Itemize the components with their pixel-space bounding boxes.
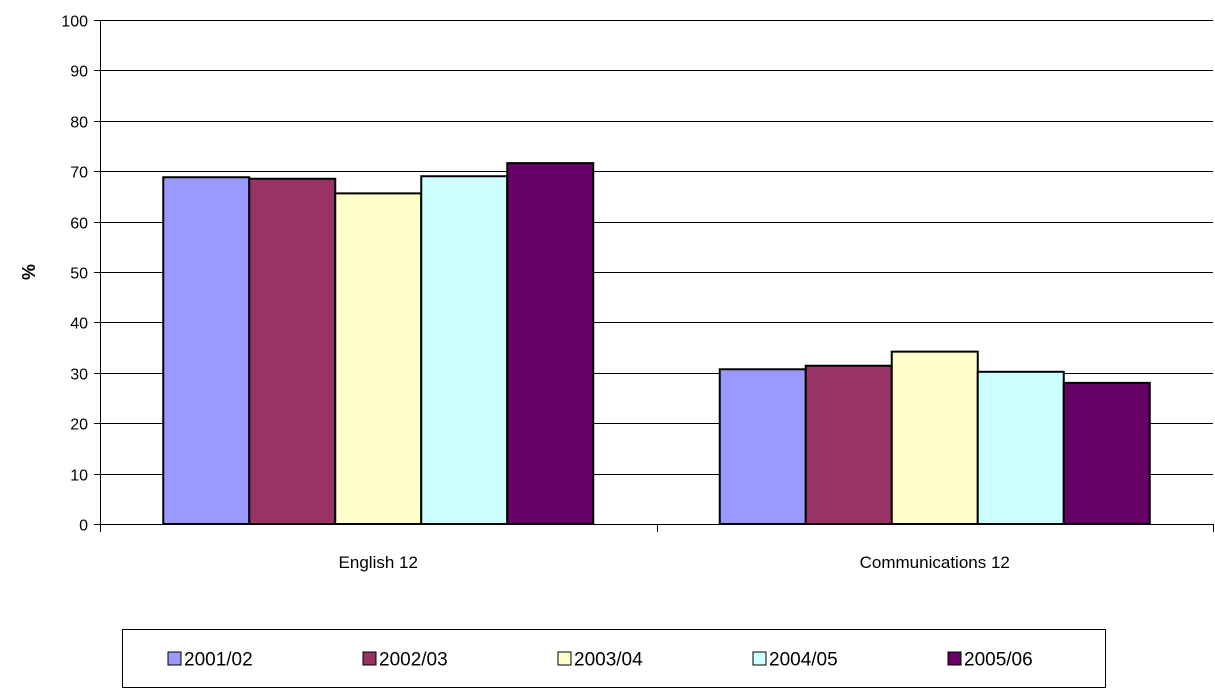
- legend-swatch: [948, 652, 961, 665]
- y-tick-label: 80: [70, 115, 88, 132]
- bar: [507, 163, 593, 524]
- legend-label: 2001/02: [184, 650, 253, 671]
- legend: 2001/02 2002/03 2003/04 2004/05 2005/06: [123, 630, 1106, 688]
- bar: [163, 177, 249, 524]
- y-tick-label: 20: [70, 417, 88, 434]
- bar: [249, 179, 335, 524]
- bars: [163, 163, 1150, 524]
- y-tick-label: 70: [70, 165, 88, 182]
- y-tick-label: 40: [70, 316, 88, 333]
- bar: [421, 176, 507, 524]
- y-tick-label: 50: [70, 266, 88, 283]
- bar: [335, 193, 421, 524]
- y-tick-label: 100: [61, 14, 88, 31]
- x-category-label: English 12: [339, 553, 418, 572]
- y-tick-label: 60: [70, 216, 88, 233]
- bar: [806, 366, 892, 524]
- bar: [1064, 383, 1150, 524]
- bar: [978, 372, 1064, 524]
- legend-label: 2002/03: [379, 650, 448, 671]
- y-tick-label: 0: [79, 518, 88, 535]
- legend-swatch: [753, 652, 766, 665]
- legend-swatch: [168, 652, 181, 665]
- x-category-label: Communications 12: [860, 553, 1010, 572]
- legend-swatch: [558, 652, 571, 665]
- y-tick-label: 10: [70, 468, 88, 485]
- legend-swatch: [363, 652, 376, 665]
- legend-label: 2004/05: [769, 650, 838, 671]
- y-tick-label: 30: [70, 367, 88, 384]
- y-axis-label: %: [19, 264, 39, 280]
- legend-label: 2003/04: [574, 650, 643, 671]
- y-tick-label: 90: [70, 64, 88, 81]
- legend-label: 2005/06: [964, 650, 1033, 671]
- bar: [720, 369, 806, 524]
- bar: [892, 352, 978, 524]
